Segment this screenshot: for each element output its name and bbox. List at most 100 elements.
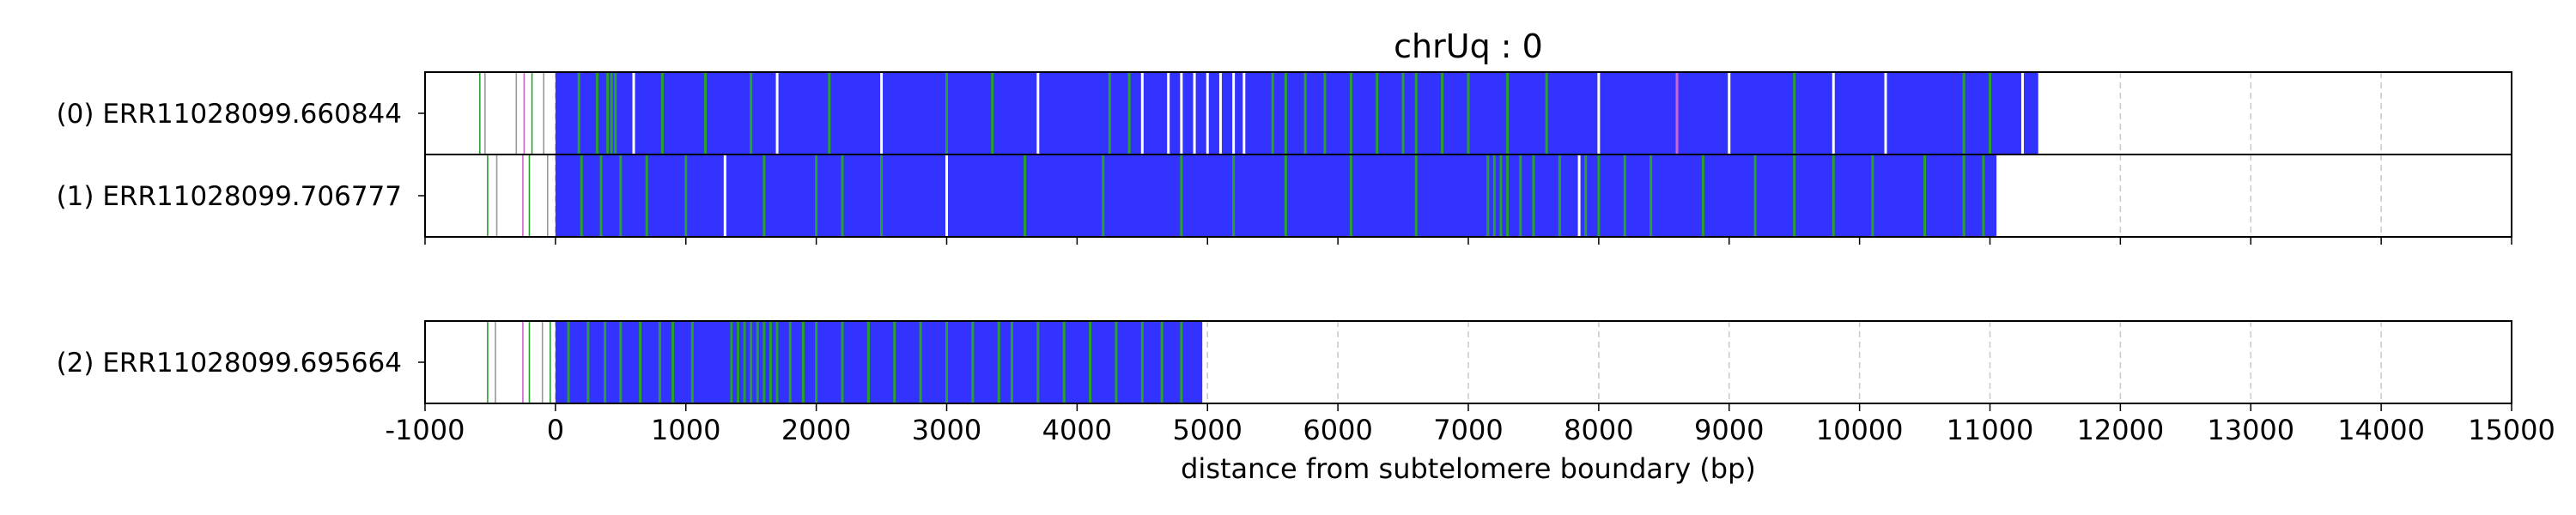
x-tick-label: 8000 <box>1564 414 1633 446</box>
variant-mark <box>487 154 489 237</box>
variant-mark <box>1499 154 1503 237</box>
variant-mark <box>487 321 489 403</box>
variant-mark <box>1323 72 1327 154</box>
variant-mark <box>546 154 549 237</box>
variant-mark <box>893 321 896 403</box>
panels: (0) ERR11028099.660844 (1) ERR11028099.70… <box>57 71 2512 411</box>
variant-mark <box>495 321 496 403</box>
variant-mark <box>1349 72 1352 154</box>
variant-mark <box>515 72 518 154</box>
variant-mark <box>522 321 524 403</box>
variant-mark <box>632 72 635 154</box>
variant-mark <box>1167 72 1170 154</box>
x-tick-label: 5000 <box>1173 414 1242 446</box>
variant-mark <box>730 321 733 403</box>
variant-mark <box>750 72 753 154</box>
variant-mark <box>1108 72 1111 154</box>
variant-mark <box>1545 72 1548 154</box>
variant-mark <box>1036 321 1040 403</box>
variant-mark <box>1506 154 1510 237</box>
read-label: (1) ERR11028099.706777 <box>57 181 402 212</box>
variant-mark <box>1140 321 1144 403</box>
x-tick-label: 7000 <box>1433 414 1503 446</box>
variant-mark <box>841 154 844 237</box>
variant-mark <box>919 321 922 403</box>
variant-mark <box>775 321 779 403</box>
variant-mark <box>1519 154 1522 237</box>
x-tick-label: 14000 <box>2337 414 2425 446</box>
variant-mark <box>550 321 551 403</box>
variant-mark <box>756 321 759 403</box>
variant-mark <box>1218 72 1222 154</box>
variant-mark <box>945 72 948 154</box>
variant-mark <box>1193 72 1196 154</box>
read-row: (1) ERR11028099.706777 <box>57 154 2512 237</box>
variant-mark <box>1414 72 1418 154</box>
variant-mark <box>880 72 884 154</box>
chart-title: chrUq : 0 <box>1394 27 1543 65</box>
variant-mark <box>945 154 948 237</box>
variant-mark <box>1376 72 1379 154</box>
variant-mark <box>1127 72 1131 154</box>
variant-mark <box>1180 321 1183 403</box>
variant-mark <box>1271 72 1274 154</box>
variant-mark <box>1180 72 1183 154</box>
variant-mark <box>1532 154 1535 237</box>
variant-mark <box>1832 154 1835 237</box>
variant-mark <box>528 321 531 403</box>
variant-mark <box>1401 72 1405 154</box>
read-label: (2) ERR11028099.695664 <box>57 348 402 379</box>
panel-1: (2) ERR11028099.695664 <box>57 320 2512 411</box>
variant-mark <box>971 321 975 403</box>
variant-mark <box>1962 154 1965 237</box>
x-tick-label: 1000 <box>651 414 720 446</box>
variant-mark <box>523 72 526 154</box>
variant-mark <box>1242 72 1246 154</box>
variant-mark <box>567 321 570 403</box>
variant-mark <box>841 321 844 403</box>
x-tick-label: 4000 <box>1042 414 1112 446</box>
variant-mark <box>1597 72 1601 154</box>
x-tick-label: 6000 <box>1303 414 1372 446</box>
variant-mark <box>1232 72 1236 154</box>
variant-mark <box>577 72 580 154</box>
variant-mark <box>1024 154 1027 237</box>
variant-mark <box>769 321 772 403</box>
variant-mark <box>1303 72 1307 154</box>
variant-mark <box>543 72 545 154</box>
variant-mark <box>1701 154 1704 237</box>
x-tick-label: 2000 <box>781 414 851 446</box>
variant-mark <box>815 321 818 403</box>
x-tick-label: 11000 <box>1947 414 2034 446</box>
read-row: (2) ERR11028099.695664 <box>57 321 1203 403</box>
variant-mark <box>1160 321 1163 403</box>
x-tick-label: 9000 <box>1694 414 1764 446</box>
variant-mark <box>1989 72 1991 154</box>
variant-mark <box>750 321 753 403</box>
variant-mark <box>1871 154 1874 237</box>
read-label: (0) ERR11028099.660844 <box>57 99 402 130</box>
variant-mark <box>604 321 607 403</box>
variant-mark <box>614 72 617 154</box>
variant-mark <box>704 72 708 154</box>
variant-mark <box>1062 321 1066 403</box>
variant-mark <box>1102 154 1105 237</box>
variant-mark <box>762 154 766 237</box>
read-bar <box>555 154 1997 237</box>
variant-mark <box>1036 72 1040 154</box>
variant-mark <box>1506 72 1510 154</box>
x-tick-label: 15000 <box>2468 414 2555 446</box>
variant-mark <box>1584 154 1588 237</box>
variant-mark <box>1206 72 1209 154</box>
variant-mark <box>743 321 746 403</box>
variant-mark <box>671 321 675 403</box>
variant-mark <box>1492 154 1496 237</box>
variant-mark <box>1284 154 1287 237</box>
variant-mark <box>815 154 818 237</box>
variant-mark <box>1232 154 1236 237</box>
variant-mark <box>528 154 531 237</box>
variant-mark <box>1577 154 1581 237</box>
variant-mark <box>991 72 994 154</box>
x-tick-label: 10000 <box>1816 414 1904 446</box>
x-tick-label: 12000 <box>2076 414 2164 446</box>
